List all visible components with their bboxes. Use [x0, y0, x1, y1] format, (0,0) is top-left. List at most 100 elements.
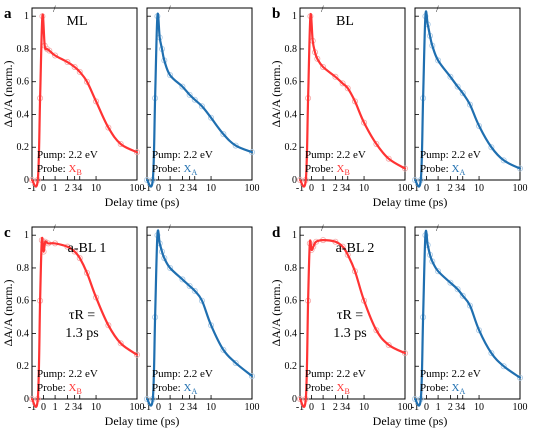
x-tick-label: 4 [460, 402, 465, 413]
x-tick-label: 3 [340, 183, 345, 194]
x-tick-label: 3 [187, 402, 192, 413]
x-tick-label: 100 [130, 183, 145, 194]
data-point [459, 292, 466, 299]
data-point [220, 346, 227, 353]
data-point [105, 322, 112, 329]
axis-break-mark: / [168, 4, 171, 14]
pump-label: Pump: 2.2 eV [305, 149, 366, 161]
y-tick-label: 0.8 [17, 44, 30, 55]
data-point [488, 350, 495, 357]
axis-break-mark: / [53, 4, 56, 14]
panel-d: dΔA/A (norm.)Delay time (ps)/-1 0 1 2 3 4 10 10… [269, 223, 528, 428]
pump-label: Pump: 2.2 eV [37, 368, 98, 380]
probe-prefix: Probe: [305, 382, 336, 394]
y-tick-label: 0 [24, 394, 29, 405]
x-tick-label: 1 [436, 402, 441, 413]
data-point [198, 103, 205, 110]
x-axis-label: Delay time (ps) [373, 414, 448, 428]
data-point [500, 363, 507, 370]
y-tick-label: 0.4 [285, 328, 298, 339]
probe-label: Probe: XA [152, 163, 197, 177]
x-tick-label: 2 [448, 183, 453, 194]
x-tick-label: 100 [398, 183, 413, 194]
x-tick-label: 100 [513, 402, 528, 413]
tau-label-line1: τR = [337, 308, 363, 323]
x-tick-label: 4 [192, 402, 197, 413]
data-point [143, 395, 150, 402]
data-point [344, 85, 351, 92]
probe-species: X [68, 382, 76, 394]
x-tick-label: 0 [41, 402, 46, 413]
y-tick-label: 0 [292, 175, 297, 186]
data-point [447, 279, 454, 286]
x-tick-label: 10 [91, 183, 101, 194]
x-tick-label: 0 [156, 183, 161, 194]
data-point [373, 327, 380, 334]
pump-label: Pump: 2.2 eV [152, 149, 213, 161]
probe-subscript: A [191, 168, 197, 177]
fit-line-xa [413, 10, 522, 188]
data-point [488, 144, 495, 151]
x-tick-label: 0 [156, 402, 161, 413]
data-point [191, 96, 198, 103]
y-tick-label: 0.2 [285, 142, 298, 153]
x-tick-label: 3 [187, 183, 192, 194]
x-tick-label: 1 [168, 183, 173, 194]
data-point [339, 80, 346, 87]
data-point [401, 165, 408, 172]
x-tick-label: -1 [143, 402, 151, 413]
axis-break-mark: / [321, 223, 324, 233]
probe-label: Probe: XB [305, 163, 350, 177]
x-tick-label: 0 [309, 402, 314, 413]
probe-prefix: Probe: [305, 163, 336, 175]
probe-prefix: Probe: [152, 382, 183, 394]
x-tick-label: 3 [72, 402, 77, 413]
sample-label: ML [67, 14, 88, 29]
x-tick-label: 3 [455, 183, 460, 194]
probe-species: X [183, 163, 191, 175]
data-point [76, 68, 83, 75]
probe-species: X [336, 382, 344, 394]
data-point [64, 59, 71, 66]
data-point [28, 176, 35, 183]
x-tick-label: 10 [474, 183, 484, 194]
axis-break-mark: / [168, 223, 171, 233]
probe-subscript: A [459, 168, 465, 177]
probe-prefix: Probe: [420, 382, 451, 394]
x-tick-label: 1 [168, 402, 173, 413]
probe-prefix: Probe: [37, 382, 68, 394]
data-point [133, 351, 140, 358]
probe-label: Probe: XB [37, 163, 82, 177]
panel-letter: b [272, 6, 280, 22]
x-axis-label: Delay time (ps) [105, 195, 180, 209]
plot-frame [31, 226, 138, 400]
data-point [186, 91, 193, 98]
data-point [517, 374, 524, 381]
x-tick-label: 1 [436, 183, 441, 194]
x-tick-label: 10 [91, 402, 101, 413]
data-point [248, 373, 255, 380]
x-tick-label: 100 [513, 183, 528, 194]
probe-subscript: A [191, 387, 197, 396]
sample-label: a-BL 1 [68, 241, 107, 256]
probe-species: X [451, 382, 459, 394]
probe-label: Probe: XA [420, 382, 465, 396]
probe-prefix: Probe: [37, 163, 68, 175]
panel-letter: a [4, 6, 12, 22]
panel-letter: d [272, 225, 281, 241]
x-tick-label: 0 [41, 183, 46, 194]
axis-break-mark: / [321, 4, 324, 14]
x-tick-label: -1 [28, 402, 36, 413]
subplot-xa: / -1 0 1 2 3 4 10 100 Pump: 2.2 eV Probe: XA [143, 223, 260, 413]
plot-frame [146, 7, 253, 181]
probe-species: X [451, 163, 459, 175]
probe-species: X [336, 163, 344, 175]
x-tick-label: 2 [333, 183, 338, 194]
sample-label: BL [336, 14, 354, 29]
data-point [332, 73, 339, 80]
probe-prefix: Probe: [152, 163, 183, 175]
x-tick-label: 1 [321, 402, 326, 413]
